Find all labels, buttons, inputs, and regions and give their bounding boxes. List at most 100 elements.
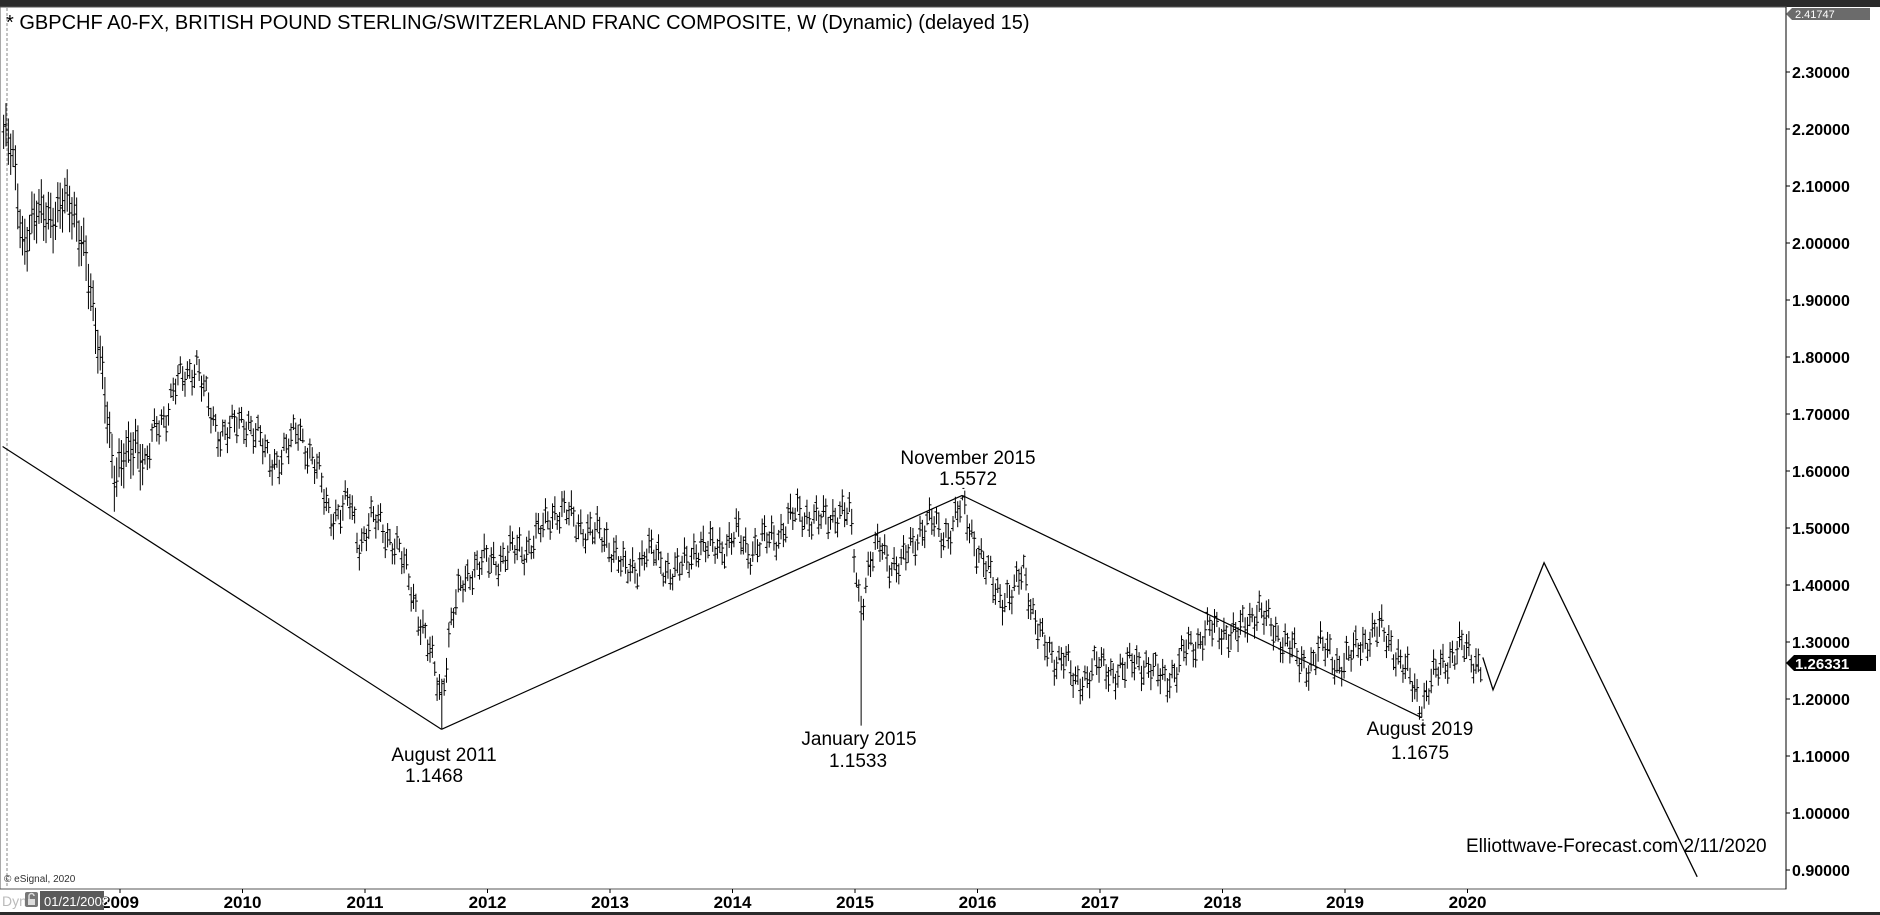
ohlc-bar — [95, 329, 100, 374]
ohlc-bar — [505, 545, 510, 570]
ohlc-bar — [656, 534, 661, 561]
ohlc-bar — [84, 235, 89, 282]
ohlc-bar — [1012, 574, 1017, 592]
ohlc-bar — [748, 558, 753, 575]
ohlc-bar — [300, 428, 305, 444]
ohlc-bar — [779, 513, 784, 540]
time-tick-label: 2014 — [714, 893, 752, 912]
ohlc-bar — [1049, 641, 1054, 663]
lock-icon[interactable] — [25, 892, 38, 907]
price-axis[interactable]: 2.30000 2.20000 2.10000 2.00000 1.90000 1.800… — [1785, 7, 1850, 889]
time-axis[interactable]: 2009 2010 2011 2012 2013 2014 2015 2016 2017 2018… — [101, 889, 1486, 912]
ohlc-bar — [1273, 616, 1278, 642]
ohlc-bar — [446, 622, 451, 648]
ohlc-bar — [1292, 627, 1297, 649]
ohlc-bar — [896, 563, 901, 585]
ohlc-bar — [98, 335, 103, 371]
ohlc-bar — [1403, 653, 1408, 680]
ohlc-bar — [675, 548, 680, 574]
ohlc-bar — [1085, 666, 1090, 689]
ohlc-bar — [847, 492, 852, 513]
ohlc-bar — [1144, 650, 1149, 667]
ohlc-bar — [729, 533, 734, 555]
ohlc-bar — [1457, 621, 1462, 648]
ohlc-bar — [844, 507, 849, 526]
ohlc-bar — [1071, 672, 1076, 698]
ohlc-bar — [218, 432, 223, 457]
ohlc-bar — [948, 530, 953, 555]
ohlc-bar — [691, 533, 696, 560]
ohlc-bar — [1035, 623, 1040, 649]
ohlc-bar — [569, 490, 574, 517]
ohlc-bar — [694, 544, 699, 567]
ohlc-bar — [545, 511, 550, 530]
ohlc-bar — [1365, 643, 1370, 662]
ohlc-bar — [1353, 625, 1358, 648]
annotation-value-aug-2011: 1.1468 — [405, 766, 463, 787]
ohlc-bar — [227, 415, 232, 439]
ohlc-bar — [1384, 635, 1389, 659]
ohlc-bar — [1108, 658, 1113, 676]
ohlc-bar — [981, 551, 986, 578]
ohlc-bar — [1261, 610, 1266, 635]
ohlc-bar — [1469, 654, 1474, 673]
ohlc-bar — [534, 512, 539, 539]
top-price-text: 2.41747 — [1795, 9, 1835, 21]
ohlc-bar — [208, 407, 213, 434]
ohlc-bar — [364, 528, 369, 552]
price-tick-label: 1.60000 — [1792, 464, 1850, 481]
ohlc-bar — [117, 438, 122, 478]
ohlc-bar — [152, 408, 157, 428]
ohlc-bar — [861, 598, 866, 621]
ohlc-bar — [444, 657, 449, 683]
ohlc-bar — [852, 549, 857, 573]
ohlc-bar — [894, 556, 899, 583]
ohlc-bar — [854, 572, 859, 588]
ohlc-bar — [1021, 554, 1026, 569]
ohlc-bar — [797, 495, 802, 522]
ohlc-bar — [1203, 620, 1208, 646]
ohlc-bar — [951, 515, 955, 532]
ohlc-bar — [190, 369, 195, 396]
ohlc-bar — [1452, 655, 1457, 670]
ohlc-bar — [880, 543, 885, 560]
ohlc-bar — [1026, 593, 1031, 620]
ohlc-bar — [781, 522, 786, 548]
ohlc-bar — [929, 508, 934, 535]
ohlc-bar — [960, 487, 965, 501]
window-top-border — [0, 0, 1880, 7]
ohlc-bar — [1238, 609, 1243, 635]
price-tick-label: 2.30000 — [1792, 65, 1850, 82]
ohlc-bar — [279, 449, 284, 475]
annotation-label-aug-2019: August 2019 — [1367, 719, 1474, 740]
ohlc-bar — [1122, 661, 1127, 688]
ohlc-bar — [442, 678, 447, 696]
ohlc-bar — [583, 533, 588, 554]
annotation-label-aug-2011: August 2011 — [391, 745, 496, 766]
ohlc-bar — [786, 502, 791, 524]
ohlc-bar — [1247, 602, 1252, 627]
ohlc-bar — [1358, 642, 1363, 666]
ohlc-bar — [713, 546, 718, 564]
ohlc-bar — [564, 509, 569, 525]
ohlc-bar — [809, 521, 814, 540]
ohlc-bar — [590, 529, 595, 545]
ohlc-bar — [1226, 634, 1231, 658]
ohlc-bar — [510, 531, 515, 551]
ohlc-bar — [1115, 664, 1120, 688]
ohlc-bar — [828, 514, 833, 530]
ohlc-bar — [1257, 590, 1262, 612]
ohlc-bar — [1410, 681, 1415, 702]
ohlc-bar — [15, 183, 20, 230]
ohlc-bar — [1441, 643, 1445, 668]
ohlc-bar — [44, 202, 49, 244]
ohlc-bar — [741, 536, 746, 555]
ohlc-bar — [166, 403, 171, 426]
ohlc-bar — [453, 589, 458, 615]
ohlc-bar — [1266, 599, 1271, 619]
ohlc-bar — [246, 410, 251, 430]
ohlc-bar — [1089, 658, 1094, 681]
ohlc-bar — [1367, 631, 1372, 657]
ohlc-bar — [753, 527, 758, 554]
